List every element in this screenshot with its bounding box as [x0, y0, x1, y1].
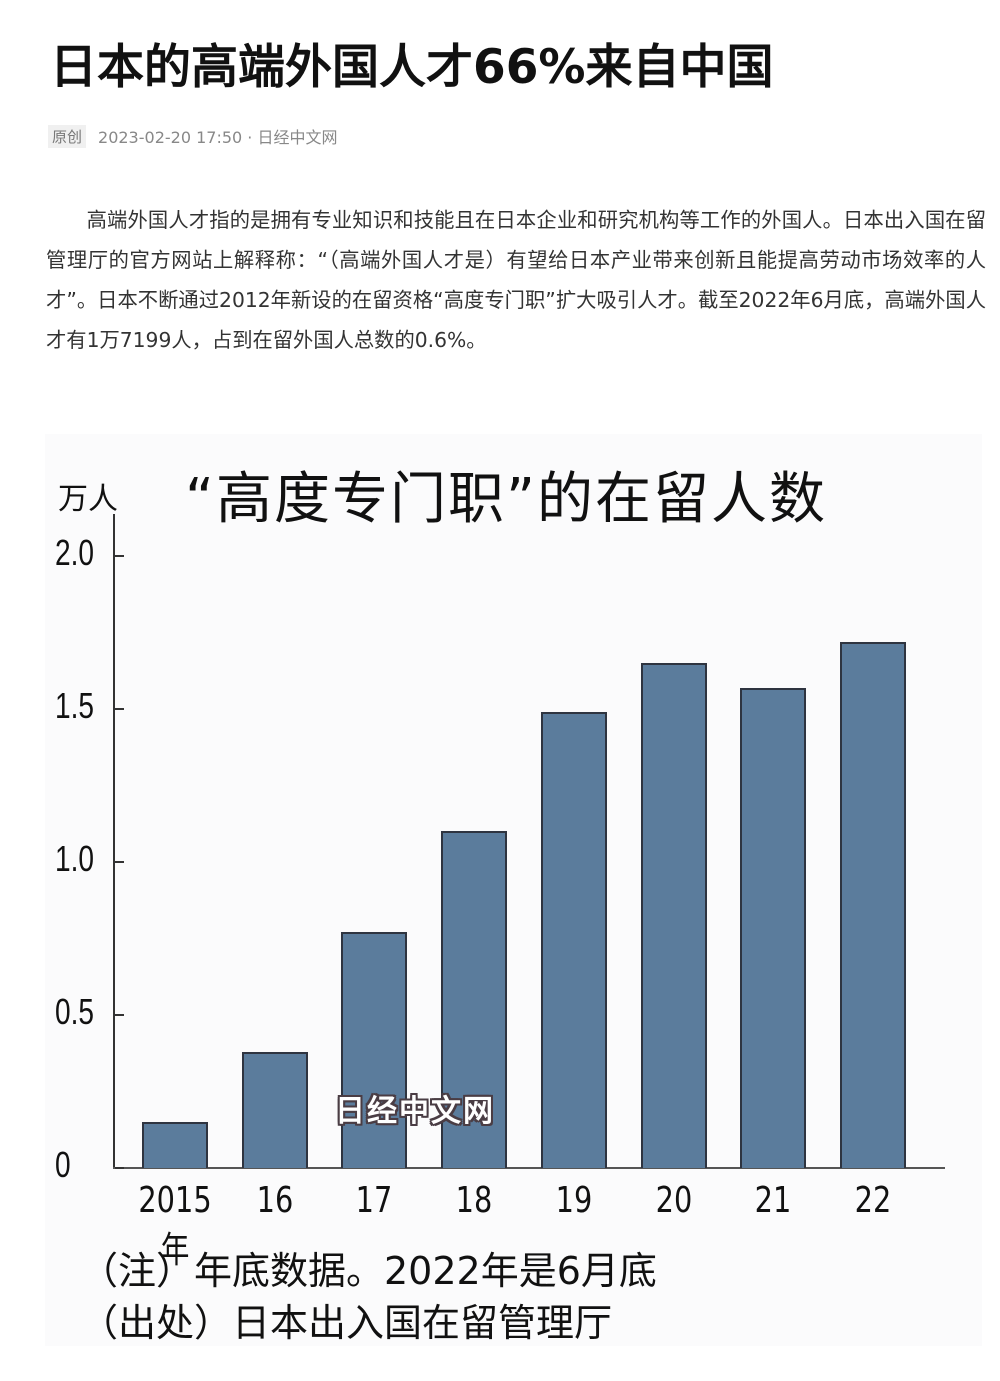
- chart-image: 万人 “高度专门职”的在留人数 0 0.5 1.0 1.5 2.0 2015年 16 17 1…: [45, 434, 982, 1346]
- x-tick-label: 19: [555, 1180, 593, 1221]
- y-axis-line: [113, 514, 115, 1169]
- bar-17: [341, 932, 408, 1168]
- bar-2015年: [142, 1122, 208, 1168]
- x-tick-label: 22: [854, 1180, 892, 1221]
- bar-18: [441, 831, 508, 1168]
- article-title: 日本的高端外国人才66%来自中国: [50, 40, 774, 95]
- y-tick-label: 0.5: [55, 991, 95, 1032]
- chart-source: （出处）日本出入国在留管理厅: [80, 1301, 613, 1345]
- x-tick-label: 2015年: [138, 1180, 212, 1271]
- y-tick-mark: [115, 1167, 124, 1169]
- chart-title: “高度专门职”的在留人数: [185, 467, 828, 532]
- bar-19: [540, 712, 607, 1168]
- bar-21: [740, 687, 807, 1168]
- x-tick-label: 20: [655, 1180, 692, 1221]
- y-tick-label: 1.0: [55, 838, 95, 879]
- y-tick-mark: [115, 1014, 124, 1016]
- watermark: 日经中文网: [335, 1094, 495, 1129]
- chart-note: （注）年底数据。2022年是6月底: [80, 1249, 657, 1293]
- y-axis-unit: 万人: [58, 482, 118, 517]
- x-tick-label: 18: [455, 1180, 493, 1221]
- x-tick-label: 17: [356, 1180, 393, 1221]
- y-tick-label: 1.5: [55, 685, 95, 726]
- y-tick-mark: [115, 708, 124, 710]
- publish-info[interactable]: 2023-02-20 17:50 · 日经中文网: [98, 128, 338, 147]
- x-axis-line: [113, 1167, 945, 1169]
- article-paragraph: 高端外国人才指的是拥有专业知识和技能且在日本企业和研究机构等工作的外国人。日本出…: [46, 208, 986, 352]
- bar-16: [241, 1051, 308, 1168]
- y-tick-mark: [115, 861, 124, 863]
- x-tick-label: 21: [754, 1180, 792, 1221]
- article-meta: 原创 2023-02-20 17:50 · 日经中文网: [48, 124, 337, 148]
- bar-20: [640, 663, 707, 1168]
- y-tick-label: 0: [55, 1144, 71, 1185]
- y-tick-mark: [115, 555, 124, 557]
- y-tick-label: 2.0: [55, 532, 95, 573]
- original-badge: 原创: [48, 124, 87, 148]
- bar-22: [839, 641, 906, 1168]
- x-tick-label: 16: [256, 1180, 294, 1221]
